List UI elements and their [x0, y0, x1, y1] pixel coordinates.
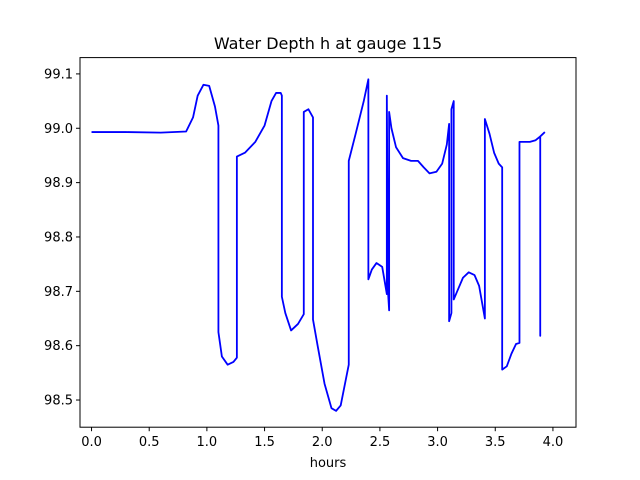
x-tick-label: 0.0 [81, 435, 102, 450]
chart-title: Water Depth h at gauge 115 [214, 34, 442, 53]
series-line [91, 78, 546, 412]
y-tick-label: 98.8 [44, 230, 73, 245]
x-axis: 0.0 0.5 1.0 1.5 2.0 2.5 3.0 3.5 4.0 [81, 427, 563, 450]
y-tick-label: 98.5 [44, 394, 73, 409]
y-tick-label: 98.9 [44, 176, 73, 191]
y-tick-label: 99.1 [44, 67, 73, 82]
x-tick-label: 1.0 [197, 435, 218, 450]
x-tick-label: 0.5 [139, 435, 160, 450]
x-tick-label: 4.0 [543, 435, 564, 450]
y-tick-label: 99.0 [44, 122, 73, 137]
x-tick-label: 2.5 [370, 435, 391, 450]
y-tick-label: 98.6 [44, 339, 73, 354]
plot-area [91, 78, 546, 412]
y-tick-label: 98.7 [44, 285, 73, 300]
x-tick-label: 3.5 [485, 435, 506, 450]
x-axis-label: hours [310, 456, 347, 471]
x-tick-label: 3.0 [427, 435, 448, 450]
x-tick-label: 2.0 [312, 435, 333, 450]
x-tick-label: 1.5 [254, 435, 275, 450]
plot-frame [79, 57, 577, 428]
y-axis: 98.5 98.6 98.7 98.8 98.9 99.0 99.1 [44, 67, 80, 409]
